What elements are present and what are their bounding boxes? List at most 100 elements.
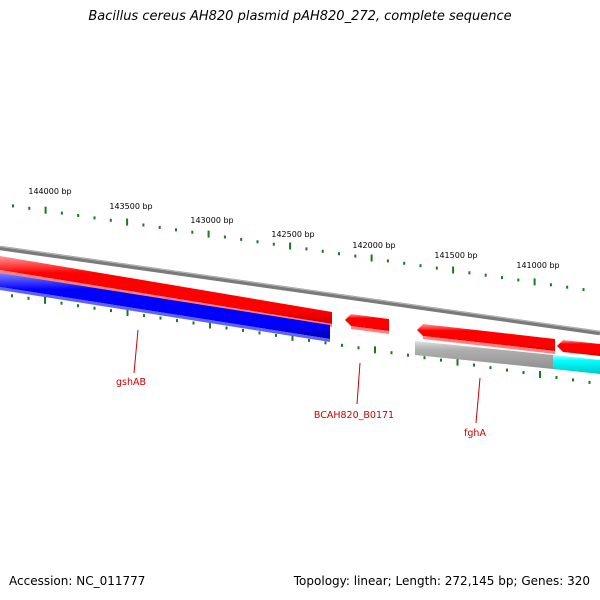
outer-tick-minor: [566, 285, 569, 289]
outer-tick-minor: [158, 225, 161, 229]
inner-tick-minor: [522, 371, 525, 374]
outer-tick-minor: [12, 204, 14, 208]
inner-tick-minor: [407, 353, 409, 357]
outer-tick-minor: [403, 261, 406, 265]
outer-tick-minor: [468, 271, 471, 275]
outer-tick-minor: [549, 283, 552, 287]
scale-label: 141500 bp: [434, 251, 477, 260]
outer-tick-minor: [93, 216, 96, 220]
outer-tick-major: [370, 254, 373, 262]
inner-tick-minor: [423, 356, 426, 360]
outer-tick-minor: [191, 230, 194, 234]
BCAH820_B0171-connector: [356, 362, 361, 405]
inner-tick-minor: [258, 331, 261, 335]
inner-tick-major: [44, 296, 46, 304]
fghA-connector: [475, 377, 481, 424]
inner-tick-minor: [275, 333, 277, 337]
gene-label-BCAH820_B0171: BCAH820_B0171: [314, 410, 394, 421]
outer-tick-major: [452, 266, 455, 274]
backbone-track: [0, 245, 600, 336]
gene-cyan[interactable]: [553, 355, 600, 374]
outer-tick-minor: [175, 228, 177, 232]
outer-tick-minor: [240, 237, 243, 241]
scale-label: 143000 bp: [190, 216, 233, 225]
outer-tick-minor: [28, 206, 31, 210]
inner-tick-minor: [440, 358, 442, 362]
gene-gshAB-reverse[interactable]: [0, 273, 330, 342]
inner-tick-minor: [357, 346, 360, 350]
gene-label-gshAB: gshAB: [116, 377, 146, 388]
outer-tick-minor: [435, 266, 438, 270]
outer-tick-minor: [60, 211, 63, 215]
outer-tick-minor: [109, 218, 112, 222]
outer-tick-minor: [582, 288, 585, 292]
inner-tick-minor: [176, 319, 178, 323]
inner-tick-major: [456, 358, 459, 366]
scale-label: 143500 bp: [109, 202, 152, 211]
outer-tick-minor: [419, 264, 422, 268]
inner-tick-major: [539, 371, 541, 378]
outer-tick-minor: [256, 240, 259, 244]
scale-labels: 144000 bp 143500 bp 143000 bp 142500 bp 1420…: [28, 187, 559, 270]
inner-tick-minor: [93, 306, 96, 310]
gshAB-connector: [133, 329, 139, 374]
topology-summary: Topology: linear; Length: 272,145 bp; Ge…: [293, 574, 590, 588]
outer-tick-minor: [338, 252, 340, 256]
inner-tick-minor: [572, 378, 574, 382]
inner-scale-ticks: [11, 294, 591, 384]
inner-tick-major: [126, 309, 129, 317]
inner-tick-minor: [473, 363, 475, 367]
inner-tick-minor: [324, 341, 327, 345]
outer-tick-minor: [517, 278, 520, 282]
accession-text: Accession: NC_011777: [9, 574, 146, 588]
inner-tick-minor: [308, 338, 310, 342]
outer-tick-minor: [142, 223, 145, 227]
inner-tick-major: [209, 321, 211, 329]
gene-label-fghA: fghA: [464, 428, 486, 439]
inner-tick-minor: [159, 316, 162, 320]
inner-tick-minor: [242, 328, 244, 332]
outer-tick-major: [533, 278, 536, 286]
gene-forward-3[interactable]: [417, 324, 555, 354]
gene-forward-4[interactable]: [557, 340, 600, 356]
inner-tick-minor: [60, 301, 63, 305]
gene-BCAH820_B0171[interactable]: [345, 314, 389, 334]
outer-tick-minor: [305, 247, 308, 251]
outer-tick-minor: [354, 254, 357, 258]
inner-tick-major: [291, 333, 294, 341]
inner-tick-minor: [506, 368, 508, 372]
inner-tick-minor: [588, 380, 591, 384]
scale-label: 142000 bp: [352, 241, 395, 250]
inner-tick-minor: [77, 304, 79, 308]
inner-tick-minor: [489, 366, 492, 370]
outer-tick-minor: [386, 259, 389, 263]
outer-tick-minor: [484, 273, 487, 277]
inner-tick-minor: [555, 376, 558, 379]
outer-tick-minor: [321, 249, 324, 253]
outer-tick-major: [289, 242, 292, 250]
inner-tick-minor: [192, 321, 195, 325]
scale-label: 141000 bp: [516, 261, 559, 270]
outer-tick-major: [44, 206, 47, 214]
map-title: Bacillus cereus AH820 plasmid pAH820_272…: [88, 9, 512, 24]
inner-tick-minor: [225, 326, 228, 330]
outer-tick-minor: [272, 242, 275, 246]
outer-tick-major: [126, 218, 129, 226]
inner-tick-major: [374, 346, 376, 354]
gene-fghA[interactable]: [415, 341, 553, 369]
scale-label: 144000 bp: [28, 187, 71, 196]
outer-tick-minor: [223, 235, 226, 239]
inner-tick-minor: [341, 343, 343, 347]
inner-tick-minor: [11, 294, 13, 298]
outer-tick-major: [207, 230, 210, 238]
scale-label: 142500 bp: [271, 230, 314, 239]
inner-tick-minor: [110, 309, 112, 313]
outer-tick-minor: [501, 276, 503, 280]
inner-tick-minor: [143, 314, 145, 318]
inner-tick-minor: [27, 296, 30, 300]
backbone-track-highlight: [0, 246, 600, 332]
outer-tick-minor: [77, 214, 80, 217]
inner-tick-minor: [390, 351, 393, 355]
outer-scale-ticks: [12, 204, 585, 292]
